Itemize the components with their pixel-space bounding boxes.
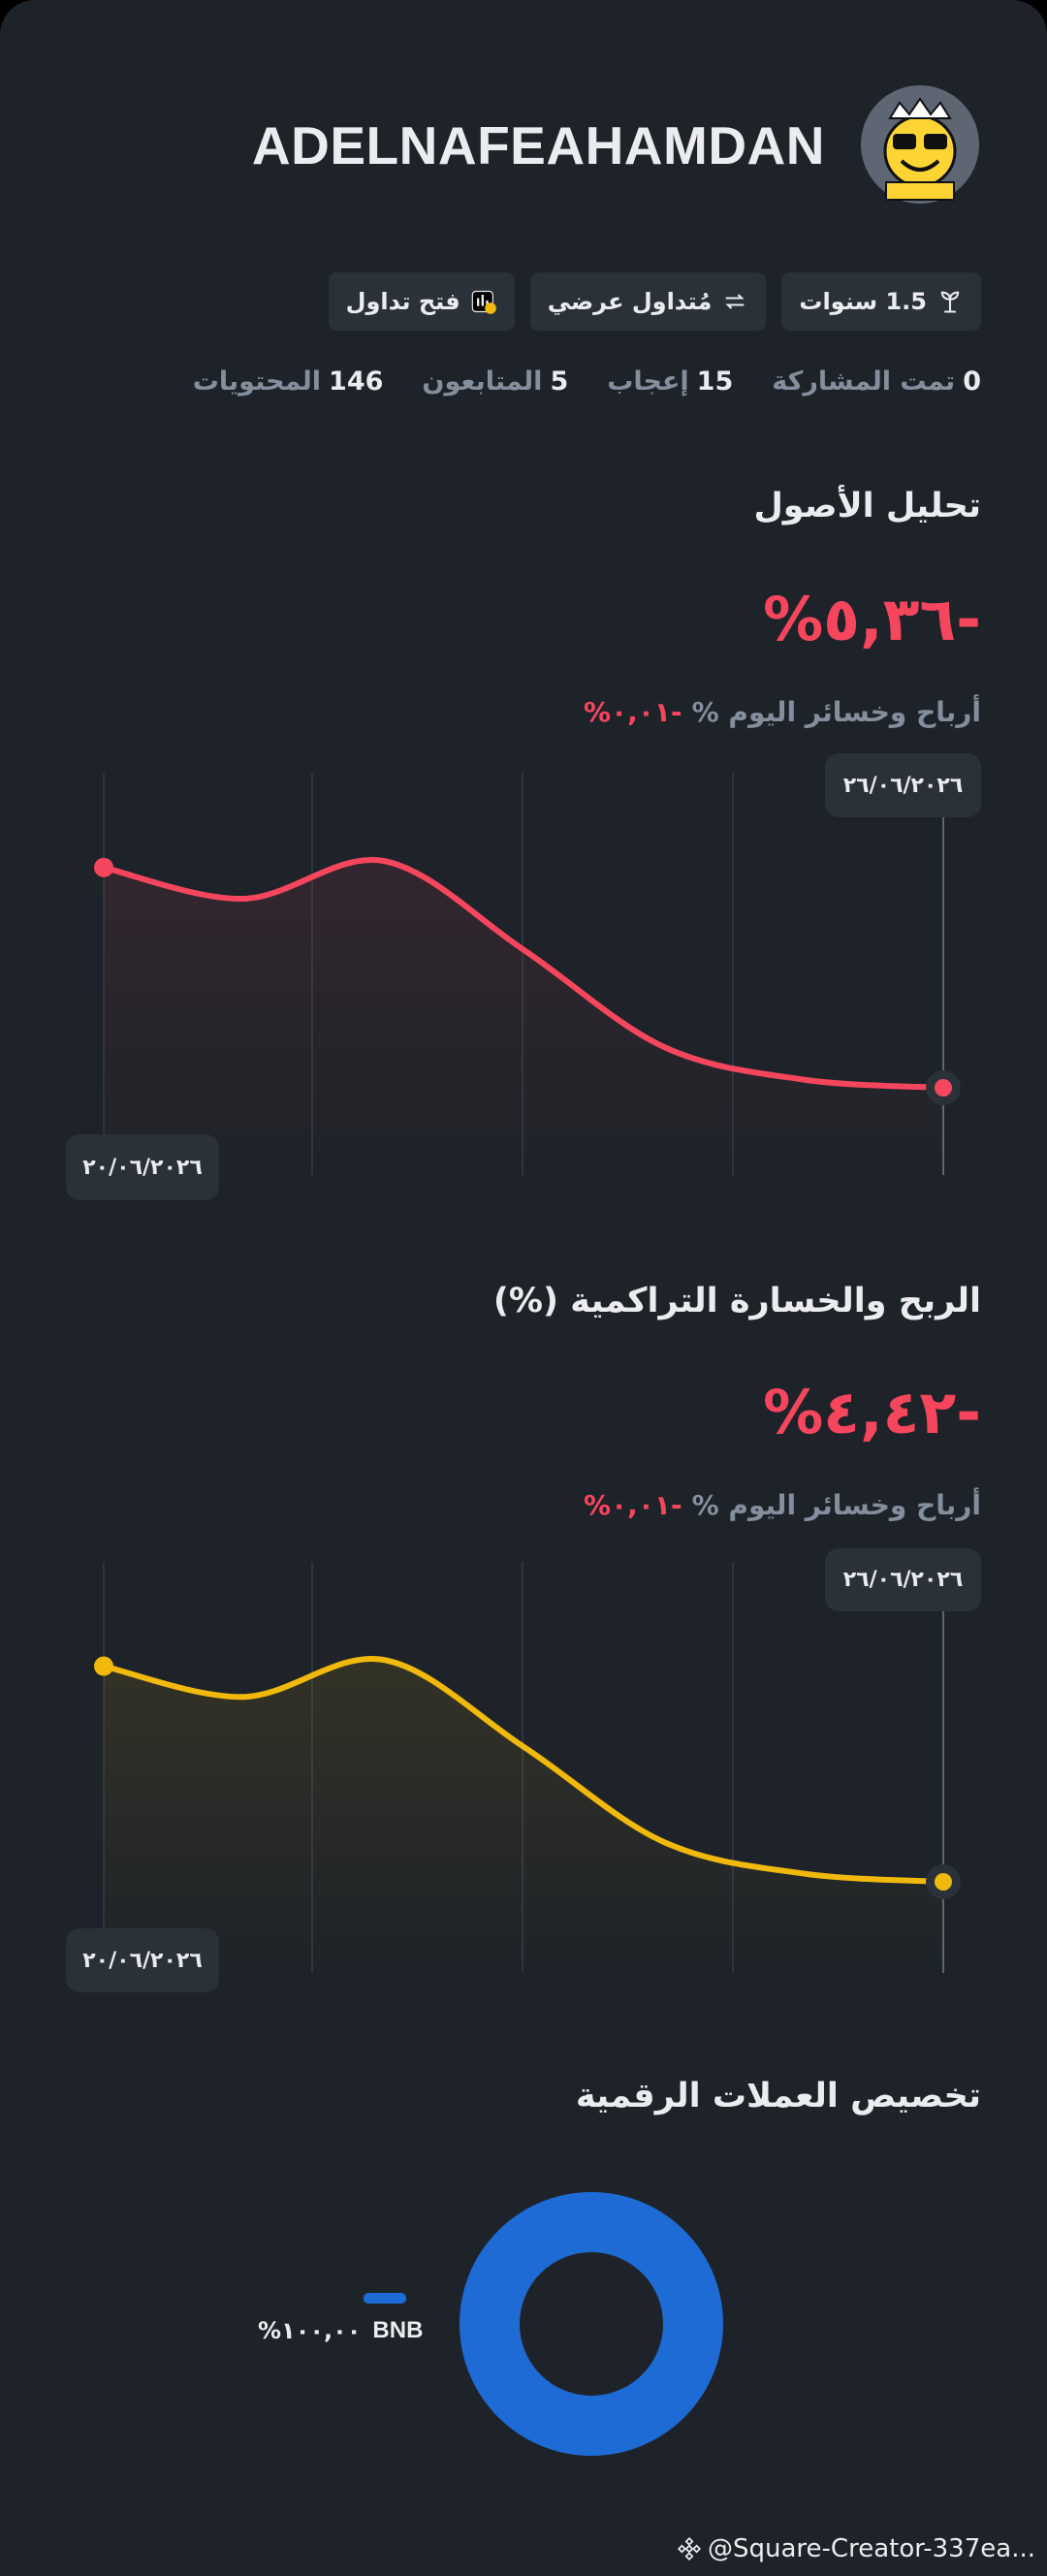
badge[interactable]: فتح تداول [328,272,515,331]
line-area [104,1658,943,1973]
line [101,856,946,1091]
badge: 1.5 سنوات [781,272,981,331]
today-value: %٠,٠١- [584,696,682,728]
legend-swatch [364,2293,406,2304]
footer-handle: @Square-Creator-337ea... [708,2534,1035,2563]
binance-icon [677,2536,702,2561]
start-point [94,1656,113,1676]
date-chip: ٢٦/٠٦/٢٠٢٦ [825,753,981,817]
pnl-value: %٤,٤٢- [763,1377,981,1447]
avatar[interactable] [861,85,979,204]
section-title: تحليل الأصول [753,487,981,525]
badge-text: فتح تداول [345,288,460,315]
end-point [935,1873,952,1891]
donut-segment [460,2192,723,2456]
badge-text: مُتداول عرضي [547,288,713,315]
legend: %١٠٠,٠٠ BNB [258,2317,423,2344]
date-chip: ٢٠/٠٦/٢٠٢٦ [66,1928,219,1992]
stat[interactable]: 0تمت المشاركة [772,366,981,397]
legend-value: %١٠٠,٠٠ [258,2317,362,2344]
stat-value: 5 [550,366,569,397]
stat[interactable]: 5المتابعون [422,366,568,397]
badge-text: 1.5 سنوات [799,288,927,315]
today-label: أرباح وخسائر اليوم % [691,696,981,728]
stat-label: إعجاب [607,366,689,397]
pnl-value: %٥,٣٦- [763,584,981,654]
stat[interactable]: 146المحتويات [193,366,384,397]
today-pnl: أرباح وخسائر اليوم % %٠,٠١- [584,1489,981,1521]
today-pnl: أرباح وخسائر اليوم % %٠,٠١- [584,696,981,728]
footer: @Square-Creator-337ea... [677,2534,1035,2563]
date-chip: ٢٠/٠٦/٢٠٢٦ [66,1134,219,1200]
date-chip: ٢٦/٠٦/٢٠٢٦ [825,1548,981,1611]
stats-row: 0تمت المشاركة 15إعجاب 5المتابعون 146المح… [193,366,981,397]
line-area [104,859,943,1175]
stat-value: 0 [963,366,981,397]
stat[interactable]: 15إعجاب [607,366,733,397]
stat-label: المتابعون [422,366,543,397]
line [101,1655,946,1885]
stat-value: 146 [329,366,384,397]
stat-label: المحتويات [192,366,322,397]
legend-label: BNB [372,2317,424,2343]
stat-label: تمت المشاركة [772,366,956,397]
section-title: تخصيص العملات الرقمية [575,2077,981,2115]
icon [725,294,745,309]
badge: مُتداول عرضي [529,272,767,331]
today-label: أرباح وخسائر اليوم % [691,1489,981,1521]
start-point [94,857,113,877]
stat-value: 15 [696,366,734,397]
icon [940,291,960,313]
badge-row: 1.5 سنوات مُتداول عرضي فتح تداول [328,272,981,331]
icon [471,290,496,314]
end-point [935,1079,952,1097]
today-value: %٠,٠١- [584,1489,682,1521]
section-title: الربح والخسارة التراكمية (%) [492,1282,981,1320]
profile-name: ADELNAFEAHAMDAN [251,115,825,175]
